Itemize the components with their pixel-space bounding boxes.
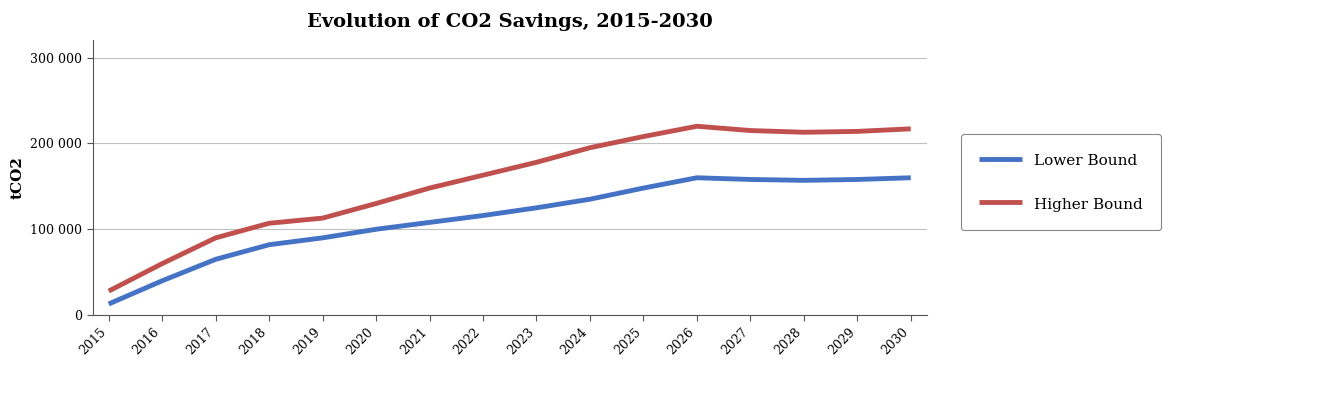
Higher Bound: [528, 160, 544, 165]
Lower Bound: [688, 175, 704, 180]
Lower Bound: [903, 175, 919, 180]
Lower Bound: [208, 257, 224, 262]
Lower Bound: [796, 178, 812, 183]
Lower Bound: [315, 236, 331, 240]
Lower Bound: [101, 301, 117, 306]
Legend: Lower Bound, Higher Bound: Lower Bound, Higher Bound: [961, 134, 1161, 230]
Line: Lower Bound: Lower Bound: [109, 178, 911, 304]
Line: Higher Bound: Higher Bound: [109, 126, 911, 291]
Lower Bound: [528, 205, 544, 210]
Higher Bound: [743, 128, 759, 133]
Higher Bound: [154, 261, 169, 266]
Lower Bound: [583, 197, 598, 202]
Higher Bound: [849, 129, 865, 134]
Lower Bound: [154, 278, 169, 283]
Lower Bound: [421, 220, 437, 225]
Higher Bound: [475, 173, 491, 178]
Higher Bound: [421, 185, 437, 190]
Higher Bound: [583, 145, 598, 150]
Higher Bound: [796, 130, 812, 135]
Higher Bound: [688, 124, 704, 128]
Higher Bound: [261, 221, 277, 226]
Higher Bound: [208, 236, 224, 240]
Lower Bound: [636, 185, 651, 190]
Lower Bound: [743, 177, 759, 182]
Higher Bound: [101, 288, 117, 293]
Y-axis label: tCO2: tCO2: [11, 156, 25, 199]
Lower Bound: [368, 227, 384, 231]
Higher Bound: [368, 201, 384, 206]
Higher Bound: [636, 134, 651, 139]
Lower Bound: [261, 242, 277, 247]
Higher Bound: [903, 126, 919, 131]
Lower Bound: [475, 213, 491, 218]
Lower Bound: [849, 177, 865, 182]
Title: Evolution of CO2 Savings, 2015-2030: Evolution of CO2 Savings, 2015-2030: [307, 13, 712, 31]
Higher Bound: [315, 216, 331, 221]
